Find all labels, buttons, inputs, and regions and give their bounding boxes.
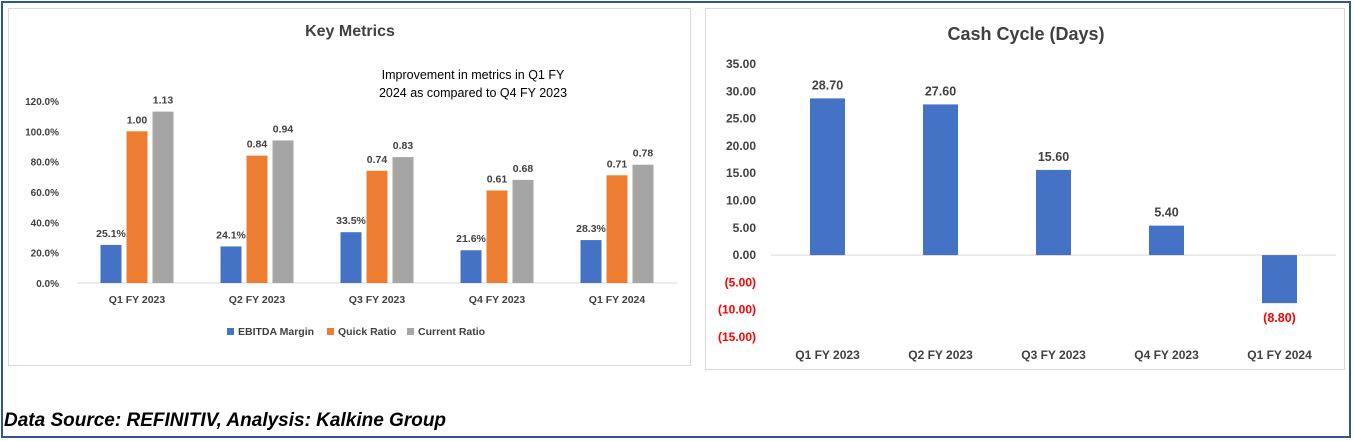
- data-label: 0.68: [513, 163, 534, 175]
- bar-ebitda-margin: [220, 246, 242, 283]
- y-tick-label: 120.0%: [25, 97, 59, 108]
- bar-ebitda-margin: [340, 232, 362, 283]
- bar-cash-cycle: [810, 98, 845, 256]
- y-tick-label: 5.00: [733, 221, 757, 235]
- bar-current-ratio: [392, 157, 414, 283]
- data-label: 28.3%: [576, 223, 606, 235]
- y-tick-label: 25.00: [726, 112, 756, 126]
- y-tick-label: 0.00: [733, 248, 757, 262]
- legend-label: Quick Ratio: [338, 326, 396, 338]
- y-tick-label: 10.00: [726, 194, 756, 208]
- data-label: 0.71: [607, 158, 628, 170]
- y-tick-label: 30.00: [726, 84, 756, 98]
- legend-label: EBITDA Margin: [238, 326, 314, 338]
- data-label: 5.40: [1154, 206, 1178, 220]
- bar-ebitda-margin: [580, 240, 602, 283]
- y-tick-label: (10.00): [718, 303, 756, 317]
- x-tick-label: Q3 FY 2023: [349, 294, 406, 306]
- x-tick-label: Q2 FY 2023: [229, 294, 286, 306]
- bar-ebitda-margin: [100, 244, 122, 283]
- bar-current-ratio: [272, 140, 294, 283]
- bar-quick-ratio: [486, 190, 508, 283]
- x-tick-label: Q1 FY 2024: [589, 294, 646, 306]
- bar-cash-cycle: [1036, 169, 1071, 256]
- bar-current-ratio: [152, 111, 174, 283]
- bar-cash-cycle: [1149, 225, 1184, 256]
- y-tick-label: 60.0%: [31, 188, 59, 199]
- y-tick-label: (15.00): [718, 330, 756, 344]
- x-tick-label: Q3 FY 2023: [1021, 348, 1086, 362]
- bar-cash-cycle: [923, 104, 958, 256]
- data-label: 1.13: [153, 95, 174, 107]
- data-label: 0.74: [367, 154, 388, 166]
- x-tick-label: Q1 FY 2023: [795, 348, 860, 362]
- bar-ebitda-margin: [460, 250, 482, 283]
- legend-swatch: [327, 328, 334, 335]
- y-tick-label: 20.0%: [31, 249, 59, 260]
- y-tick-label: 0.0%: [36, 279, 59, 290]
- annotation-line: Improvement in metrics in Q1 FY: [382, 68, 565, 82]
- x-tick-label: Q4 FY 2023: [469, 294, 526, 306]
- data-label: 15.60: [1038, 150, 1069, 164]
- bar-current-ratio: [512, 179, 534, 283]
- legend-swatch: [227, 328, 234, 335]
- y-tick-label: 15.00: [726, 166, 756, 180]
- data-label: (8.80): [1263, 311, 1296, 325]
- y-tick-label: 35.00: [726, 57, 756, 71]
- chart-title: Cash Cycle (Days): [947, 24, 1104, 44]
- cash-cycle-panel: Cash Cycle (Days) 35.00 30.00 25.00 20.00 15.…: [705, 8, 1345, 370]
- data-label: 0.61: [487, 173, 508, 185]
- chart-title: Key Metrics: [305, 23, 395, 40]
- key-metrics-panel: Key Metrics Improvement in metrics in Q1 …: [8, 8, 691, 366]
- data-label: 0.94: [273, 123, 294, 135]
- x-tick-label: Q4 FY 2023: [1134, 348, 1199, 362]
- annotation-line: 2024 as compared to Q4 FY 2023: [379, 86, 567, 100]
- bar-quick-ratio: [606, 175, 628, 283]
- data-label: 28.70: [812, 78, 843, 92]
- data-label: 33.5%: [336, 215, 366, 227]
- data-label: 1.00: [127, 114, 148, 126]
- x-tick-label: Q1 FY 2023: [109, 294, 166, 306]
- x-tick-label: Q2 FY 2023: [908, 348, 973, 362]
- x-tick-label: Q1 FY 2024: [1247, 348, 1312, 362]
- legend-label: Current Ratio: [418, 326, 485, 338]
- data-label: 0.78: [633, 148, 654, 160]
- data-label: 21.6%: [456, 233, 486, 245]
- y-tick-label: 40.0%: [31, 218, 59, 229]
- data-label: 0.84: [247, 139, 268, 151]
- bar-quick-ratio: [126, 131, 148, 283]
- bar-current-ratio: [632, 164, 654, 283]
- data-source-caption: Data Source: REFINITIV, Analysis: Kalkin…: [4, 410, 447, 431]
- data-label: 25.1%: [96, 228, 126, 240]
- bar-quick-ratio: [246, 155, 268, 283]
- y-tick-label: 100.0%: [25, 127, 59, 138]
- data-label: 24.1%: [216, 229, 246, 241]
- cash-cycle-chart: Cash Cycle (Days) 35.00 30.00 25.00 20.00 15.…: [718, 24, 1336, 362]
- legend-swatch: [407, 328, 414, 335]
- bar-cash-cycle: [1262, 255, 1297, 304]
- y-tick-label: (5.00): [725, 275, 756, 289]
- data-label: 0.83: [393, 140, 414, 152]
- y-tick-label: 80.0%: [31, 158, 59, 169]
- key-metrics-chart: Key Metrics Improvement in metrics in Q1 …: [25, 23, 677, 338]
- bar-quick-ratio: [366, 170, 388, 283]
- y-tick-label: 20.00: [726, 139, 756, 153]
- data-label: 27.60: [925, 84, 956, 98]
